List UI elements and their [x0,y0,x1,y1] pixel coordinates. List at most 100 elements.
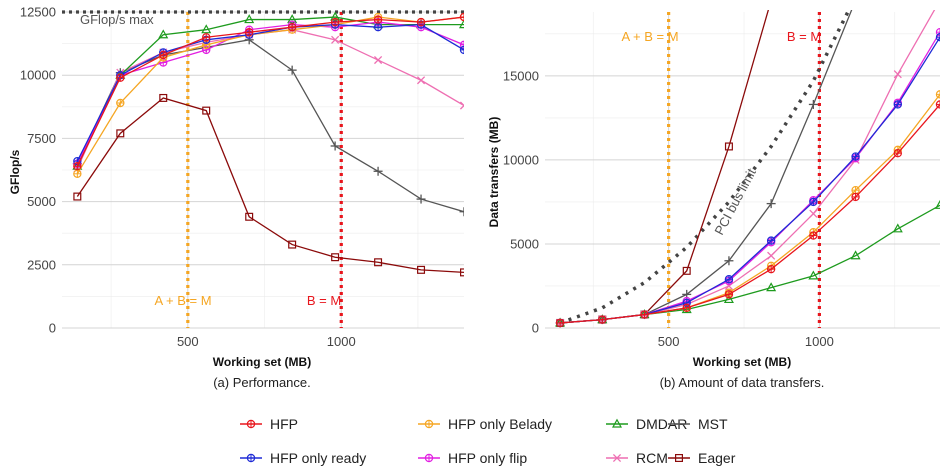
y-tick-label: 7500 [27,131,56,146]
x-tick-label: 1000 [327,334,356,349]
data-point [331,253,340,262]
data-point [201,24,212,34]
legend: HFP HFP only Belady DMDAR MST HFP only ready… [240,416,736,466]
data-point [768,0,775,4]
data-point [116,129,125,138]
series-line-hfp [76,16,464,167]
pci-bus-limit-curve [559,10,851,325]
y-tick-label: 2500 [27,257,56,272]
data-point [724,290,734,299]
y-tick-label: 12500 [20,5,56,20]
data-point [851,152,860,161]
data-transfers-panel: A + B = M B = M PCI bus limit 0500010000… [487,0,940,390]
series-line-rcm [560,10,936,324]
data-point [244,14,255,24]
legend-label: RCM [636,450,668,466]
data-point [417,265,426,274]
data-point [724,256,734,266]
gflops-max-label: GFlop/s max [80,12,154,27]
y-tick-label: 0 [49,321,56,336]
series-hfp-only-ready [73,20,464,166]
performance-markers: A + B = M B = M [154,12,343,328]
series-line-hfp-only-flip [76,21,464,164]
series-rcm [73,25,464,173]
performance-y-label: GFlop/s [8,149,22,194]
x-tick-label: 500 [177,334,199,349]
data-point [724,142,733,151]
data-point [851,185,860,195]
y-tick-label: 10000 [503,152,539,167]
data-point [459,12,464,22]
data-point [935,33,940,42]
data-point [724,275,734,284]
series-hfp [73,12,464,171]
legend-item-eager: Eager [668,450,736,466]
y-tick-label: 5000 [27,194,56,209]
data-point [159,93,168,102]
transfers-series [555,0,940,328]
data-point [287,65,297,75]
data-point [158,29,169,39]
data-point [373,166,383,176]
data-point [851,0,860,5]
data-point [766,236,776,245]
data-point [244,28,254,37]
label-a-plus-b-eq-m: A + B = M [621,29,678,44]
data-point [459,45,464,55]
data-point [116,73,125,82]
series-rcm [556,10,936,328]
data-point [893,70,902,79]
data-point [766,264,776,274]
label-a-plus-b-eq-m: A + B = M [154,293,211,308]
series-line-hfp-only-ready [76,23,464,162]
series-eager [73,93,464,277]
performance-panel: A + B = M B = M GFlop/s max 0 2500 5000 750… [8,5,464,390]
y-tick-label: 5000 [510,236,539,251]
legend-item-hfp: HFP [240,416,298,432]
performance-grid [62,11,464,329]
data-point [416,17,426,27]
data-point [723,293,734,304]
data-point [935,90,940,99]
series-line-hfp-only-belady [560,93,940,324]
data-point [245,212,254,221]
data-point [766,282,777,292]
x-tick-label: 500 [658,334,680,349]
label-b-eq-m: B = M [787,29,821,44]
series-line-eager [76,97,464,274]
series-line-dmdar [76,16,464,167]
series-dmdar [72,11,464,170]
data-point [460,268,464,277]
legend-item-hfp-only-belady: HFP only Belady [418,416,552,432]
data-point [640,310,649,319]
data-point [416,194,426,204]
performance-x-ticks: 500 1000 [177,334,356,349]
series-hfp [555,100,940,328]
legend-marker [674,419,684,429]
data-point [330,141,340,151]
transfers-x-label: Working set (MB) [693,355,791,369]
data-point [458,19,464,29]
data-point [116,98,125,108]
legend-item-hfp-only-flip: HFP only flip [418,450,527,466]
data-point [73,169,82,178]
data-point [892,223,903,233]
legend-label: HFP only Belady [448,416,552,432]
data-point [681,304,692,314]
data-point [893,100,902,109]
legend-label: Eager [698,450,736,466]
transfers-markers: A + B = M B = M [621,12,821,328]
y-tick-label: 15000 [503,68,539,83]
data-point [935,27,940,37]
series-line-eager [560,10,770,324]
legend-item-mst: MST [668,416,728,432]
y-tick-label: 0 [532,321,539,336]
performance-y-ticks: 0 2500 5000 7500 10000 12500 [20,5,56,336]
transfers-y-label: Data transfers (MB) [487,117,501,228]
legend-item-rcm: RCM [606,450,668,466]
data-point [287,22,297,32]
data-point [850,250,861,260]
series-hfp-only-belady [555,90,940,328]
data-point [809,209,818,218]
